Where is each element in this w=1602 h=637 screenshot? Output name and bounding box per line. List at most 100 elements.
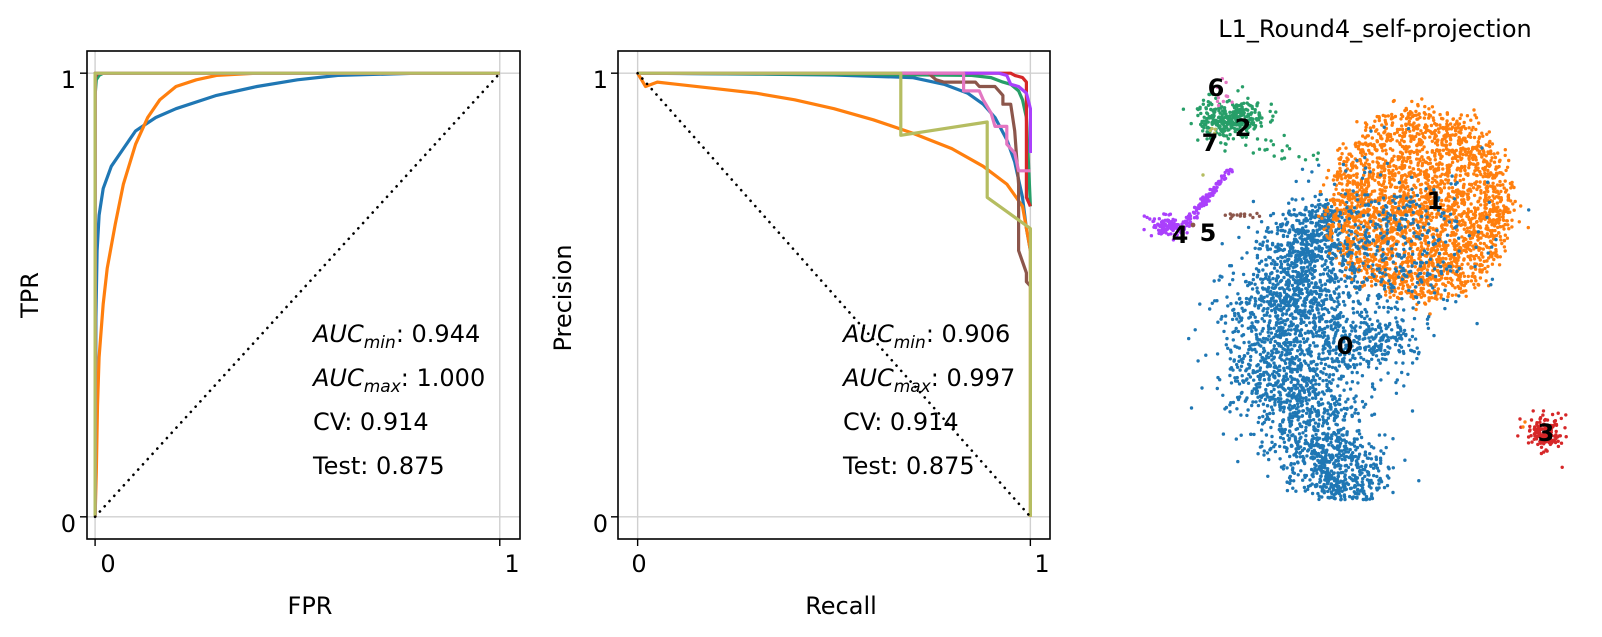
umap-point-cluster-0 — [1250, 343, 1254, 347]
umap-point-cluster-1 — [1450, 125, 1455, 129]
umap-point-cluster-0 — [1266, 330, 1270, 334]
umap-point-cluster-0 — [1232, 311, 1237, 316]
umap-point-cluster-0 — [1314, 372, 1319, 377]
umap-point-cluster-0 — [1374, 354, 1379, 358]
umap-point-cluster-0 — [1314, 382, 1318, 386]
umap-point-cluster-0 — [1354, 324, 1358, 328]
umap-point-cluster-1 — [1447, 151, 1451, 155]
roc-annotations: AUCmin: 0.944 AUCmax: 1.000 CV: 0.914 Te… — [311, 320, 485, 480]
umap-point-cluster-1 — [1344, 266, 1348, 270]
umap-point-cluster-0 — [1272, 326, 1276, 330]
umap-point-cluster-1 — [1420, 161, 1425, 166]
umap-point-cluster-0 — [1342, 455, 1347, 459]
umap-point-cluster-0 — [1321, 485, 1325, 490]
umap-point-cluster-0 — [1344, 400, 1348, 404]
umap-point-cluster-0 — [1307, 283, 1311, 288]
umap-point-cluster-0 — [1249, 354, 1253, 359]
pr-axes-frame — [617, 50, 1051, 540]
umap-point-cluster-0 — [1337, 429, 1341, 434]
umap-point-cluster-0 — [1281, 233, 1286, 238]
umap-point-cluster-0 — [1376, 358, 1381, 362]
umap-point-cluster-0 — [1306, 316, 1311, 320]
umap-point-cluster-0 — [1336, 321, 1340, 325]
umap-point-cluster-0 — [1374, 457, 1379, 462]
umap-point-cluster-0 — [1289, 380, 1293, 384]
umap-point-cluster-0 — [1325, 479, 1329, 483]
umap-point-cluster-0 — [1225, 336, 1229, 341]
umap-point-cluster-1 — [1478, 276, 1483, 280]
umap-point-cluster-1 — [1480, 270, 1484, 274]
umap-point-cluster-1 — [1444, 257, 1448, 261]
umap-point-cluster-0 — [1358, 472, 1362, 477]
umap-point-cluster-0 — [1322, 411, 1326, 415]
umap-point-cluster-0 — [1393, 342, 1398, 347]
umap-point-cluster-0 — [1274, 321, 1279, 325]
umap-point-cluster-0 — [1250, 321, 1254, 325]
umap-point-cluster-1 — [1391, 177, 1395, 181]
umap-point-cluster-0 — [1287, 249, 1292, 254]
umap-point-cluster-0 — [1236, 311, 1240, 316]
umap-point-cluster-0 — [1305, 454, 1309, 458]
umap-point-cluster-1 — [1423, 136, 1427, 140]
umap-point-cluster-0 — [1356, 381, 1360, 385]
umap-point-cluster-0 — [1283, 322, 1287, 327]
umap-point-cluster-1 — [1503, 233, 1508, 237]
umap-point-cluster-1 — [1428, 135, 1432, 139]
umap-point-cluster-0 — [1301, 221, 1305, 225]
umap-point-cluster-0 — [1287, 307, 1291, 311]
umap-point-cluster-0 — [1285, 220, 1290, 224]
umap-point-cluster-0 — [1351, 455, 1356, 459]
umap-point-cluster-0 — [1417, 479, 1421, 483]
umap-point-cluster-0 — [1310, 491, 1315, 496]
umap-point-cluster-0 — [1280, 350, 1284, 355]
umap-point-cluster-0 — [1238, 368, 1242, 372]
umap-point-cluster-0 — [1295, 414, 1299, 418]
umap-point-cluster-0 — [1268, 411, 1272, 416]
umap-point-cluster-0 — [1342, 426, 1346, 430]
umap-point-cluster-0 — [1323, 357, 1327, 361]
umap-point-cluster-0 — [1223, 321, 1228, 325]
umap-point-cluster-0 — [1353, 329, 1358, 333]
umap-point-cluster-0 — [1380, 357, 1385, 361]
umap-point-cluster-1 — [1483, 171, 1487, 176]
umap-point-cluster-0 — [1254, 350, 1258, 354]
umap-point-cluster-1 — [1375, 139, 1379, 143]
umap-point-cluster-0 — [1315, 468, 1319, 472]
umap-point-cluster-1 — [1407, 119, 1412, 124]
umap-point-cluster-0 — [1235, 375, 1239, 380]
umap-point-cluster-1 — [1455, 261, 1459, 265]
umap-point-cluster-0 — [1326, 416, 1331, 420]
umap-point-cluster-0 — [1256, 306, 1261, 310]
umap-point-cluster-1 — [1446, 292, 1451, 296]
umap-point-cluster-1 — [1458, 173, 1463, 178]
umap-point-cluster-0 — [1304, 398, 1308, 403]
umap-point-cluster-1 — [1478, 196, 1482, 200]
umap-point-cluster-0 — [1336, 279, 1341, 283]
roc-ticks — [80, 72, 501, 546]
umap-point-cluster-0 — [1296, 364, 1300, 368]
umap-point-cluster-1 — [1419, 286, 1423, 290]
umap-point-cluster-1 — [1466, 262, 1470, 266]
umap-point-cluster-0 — [1265, 239, 1270, 243]
pr-ytick-label-0: 0 — [593, 510, 608, 538]
roc-auc-min: AUCmin: 0.944 — [311, 320, 480, 353]
umap-point-cluster-0 — [1237, 320, 1241, 324]
umap-point-cluster-0 — [1332, 339, 1336, 344]
umap-point-cluster-0 — [1275, 371, 1279, 375]
umap-point-cluster-0 — [1254, 328, 1258, 332]
umap-point-cluster-0 — [1335, 485, 1340, 489]
umap-point-cluster-0 — [1364, 310, 1369, 314]
umap-point-cluster-1 — [1439, 230, 1443, 234]
umap-point-cluster-0 — [1253, 299, 1258, 303]
umap-point-cluster-1 — [1456, 166, 1460, 170]
pr-ticks — [611, 72, 1032, 546]
umap-point-cluster-0 — [1298, 258, 1302, 262]
umap-point-cluster-0 — [1287, 201, 1291, 205]
umap-point-cluster-0 — [1350, 468, 1355, 472]
umap-point-cluster-1 — [1479, 191, 1483, 195]
umap-point-cluster-0 — [1323, 450, 1328, 454]
umap-point-cluster-0 — [1367, 324, 1371, 329]
umap-point-cluster-1 — [1402, 190, 1406, 194]
umap-point-cluster-0 — [1324, 259, 1328, 263]
umap-point-cluster-0 — [1336, 238, 1340, 242]
